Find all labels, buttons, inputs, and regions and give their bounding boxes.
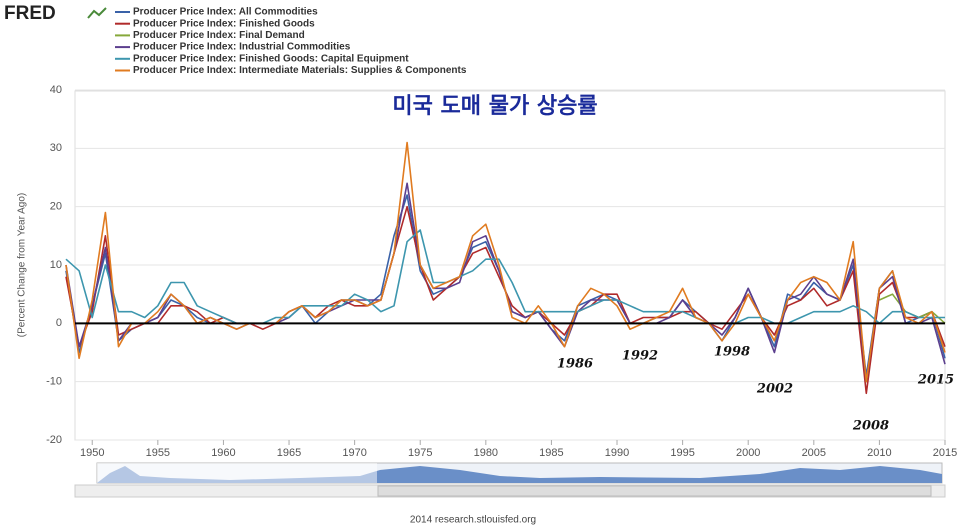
y-tick-label: 20 — [50, 201, 62, 213]
annotation: 1998 — [714, 345, 750, 360]
x-tick-label: 2015 — [933, 447, 957, 459]
logo: FRED — [4, 3, 56, 24]
x-tick-label: 1995 — [670, 447, 694, 459]
legend-label: Producer Price Index: Finished Goods — [133, 18, 315, 29]
annotation: 1992 — [622, 349, 658, 364]
x-tick-label: 1965 — [277, 447, 301, 459]
annotation: 2002 — [756, 382, 793, 397]
x-tick-label: 1980 — [474, 447, 498, 459]
annotation: 2008 — [852, 419, 889, 434]
annotation: 2015 — [917, 373, 954, 388]
scrollbar-thumb[interactable] — [377, 485, 932, 497]
legend-label: Producer Price Index: Final Demand — [133, 30, 305, 41]
y-tick-label: -10 — [46, 376, 62, 388]
y-tick-label: -20 — [46, 434, 62, 446]
x-tick-label: 2010 — [867, 447, 891, 459]
navigator — [74, 462, 946, 498]
legend-label: Producer Price Index: Finished Goods: Ca… — [133, 53, 409, 64]
x-tick-label: 2000 — [736, 447, 760, 459]
x-tick-label: 2005 — [802, 447, 826, 459]
x-tick-label: 1990 — [605, 447, 629, 459]
y-axis-label: (Percent Change from Year Ago) — [17, 193, 28, 338]
series-line — [65, 141, 946, 383]
x-tick-label: 1950 — [80, 447, 104, 459]
y-tick-label: 10 — [50, 259, 62, 271]
series-line — [65, 229, 945, 325]
annotation: 1986 — [557, 357, 593, 372]
y-tick-label: 0 — [56, 317, 62, 329]
footer: 2014 research.stlouisfed.org — [410, 515, 536, 526]
y-tick-label: 40 — [50, 84, 62, 96]
x-tick-label: 1960 — [211, 447, 235, 459]
x-tick-label: 1985 — [539, 447, 563, 459]
chart-title: 미국 도매 물가 상승률 — [392, 93, 597, 119]
legend-label: Producer Price Index: All Commodities — [133, 7, 318, 18]
y-tick-label: 30 — [50, 142, 62, 154]
x-tick-label: 1975 — [408, 447, 432, 459]
navigator-mask — [97, 463, 377, 483]
x-tick-label: 1970 — [342, 447, 366, 459]
x-tick-label: 1955 — [146, 447, 170, 459]
legend-label: Producer Price Index: Industrial Commodi… — [133, 42, 351, 53]
legend-label: Producer Price Index: Intermediate Mater… — [133, 65, 467, 76]
logo-icon — [87, 7, 107, 19]
